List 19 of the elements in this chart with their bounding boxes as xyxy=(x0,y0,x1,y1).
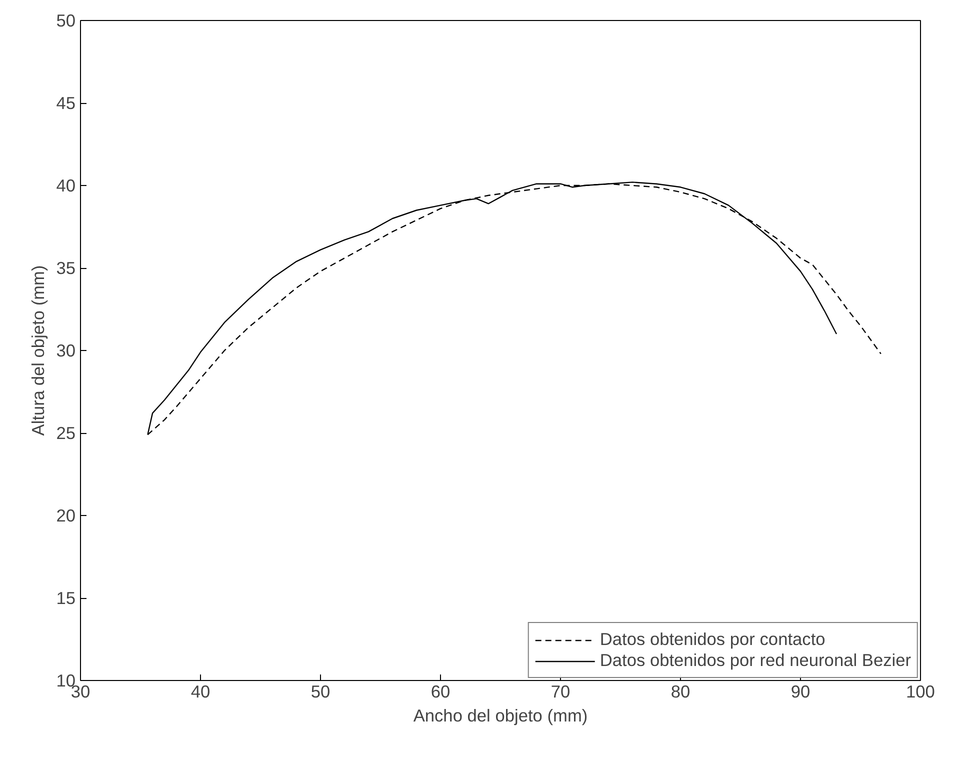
x-tick-label: 100 xyxy=(906,682,935,702)
x-tick-label: 70 xyxy=(550,682,570,702)
x-tick-label: 90 xyxy=(790,682,810,702)
y-tick-label: 25 xyxy=(56,423,76,443)
legend-label: Datos obtenidos por red neuronal Bezier xyxy=(600,650,911,671)
x-tick-label: 50 xyxy=(310,682,330,702)
y-tick-label: 45 xyxy=(56,93,76,113)
y-tick-label: 15 xyxy=(56,588,76,608)
y-axis-title: Altura del objeto (mm) xyxy=(28,265,48,436)
y-tick-label: 30 xyxy=(56,340,76,360)
y-tick-label: 40 xyxy=(56,176,76,196)
x-tick-label: 80 xyxy=(670,682,690,702)
y-tick-label: 20 xyxy=(56,506,76,526)
x-tick-label: 60 xyxy=(430,682,450,702)
legend-label: Datos obtenidos por contacto xyxy=(600,629,826,650)
x-tick-label: 40 xyxy=(190,682,210,702)
y-tick-label: 50 xyxy=(56,10,76,30)
y-tick-label: 35 xyxy=(56,258,76,278)
x-axis-title: Ancho del objeto (mm) xyxy=(413,706,588,726)
